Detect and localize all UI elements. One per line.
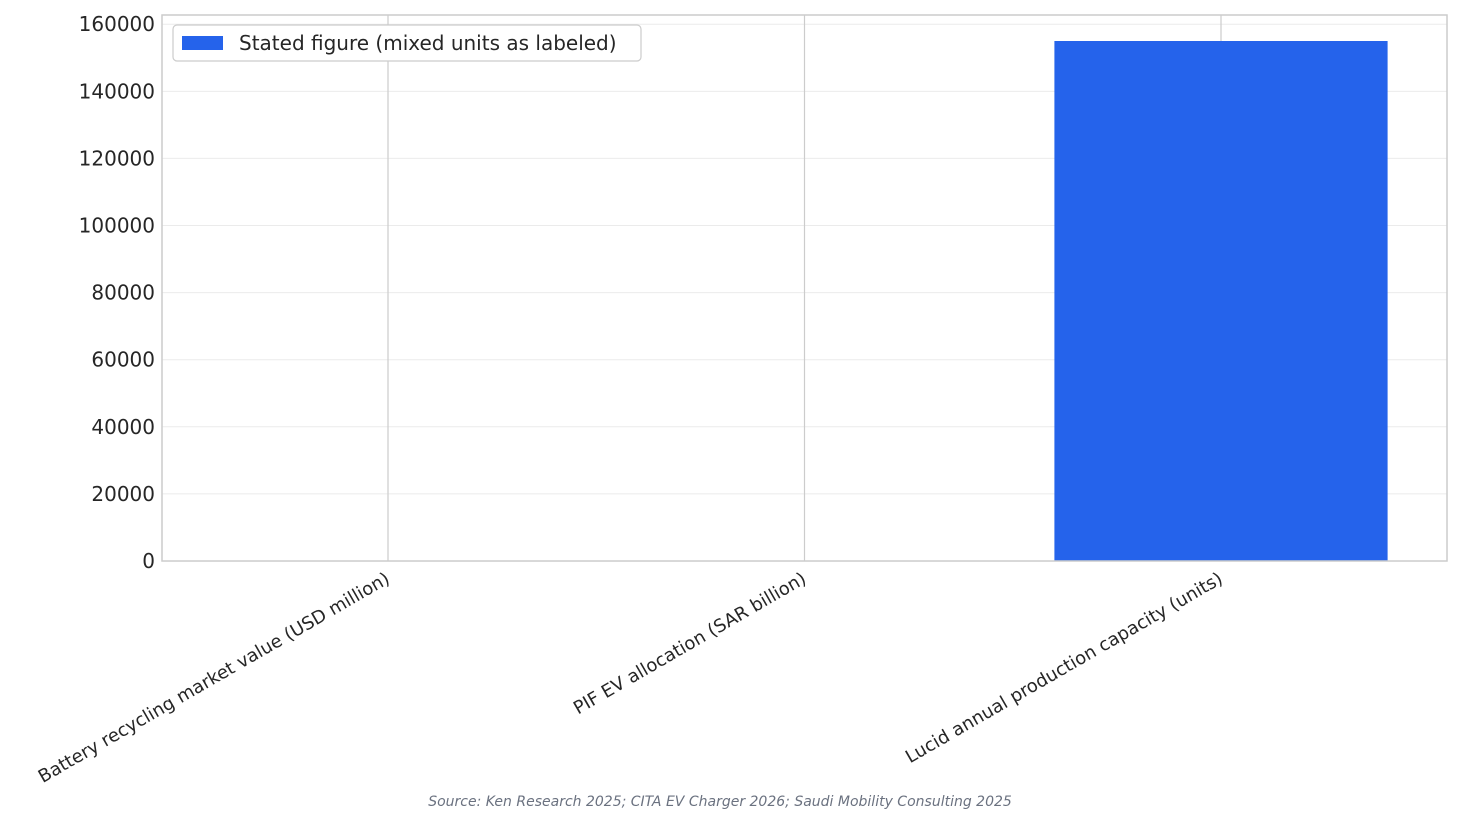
y-tick-label: 100000 (79, 214, 155, 238)
y-tick-label: 0 (142, 549, 155, 573)
y-tick-label: 20000 (91, 482, 155, 506)
legend: Stated figure (mixed units as labeled) (172, 24, 642, 62)
y-tick-label: 80000 (91, 281, 155, 305)
plot-frame (161, 14, 1448, 562)
y-tick-label: 60000 (91, 348, 155, 372)
y-tick-label: 140000 (79, 79, 155, 103)
y-tick-label: 120000 (79, 146, 155, 170)
legend-swatch (182, 36, 223, 50)
y-tick-label: 40000 (91, 415, 155, 439)
y-tick-label: 160000 (79, 12, 155, 36)
legend-box (172, 24, 642, 62)
bar (1054, 41, 1388, 561)
source-note: Source: Ken Research 2025; CITA EV Charg… (428, 794, 1012, 810)
legend-label: Stated figure (mixed units as labeled) (239, 31, 617, 55)
